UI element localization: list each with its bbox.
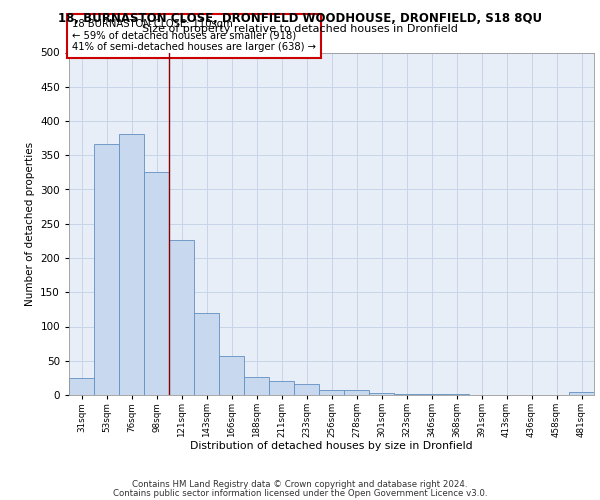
Text: Contains HM Land Registry data © Crown copyright and database right 2024.: Contains HM Land Registry data © Crown c…: [132, 480, 468, 489]
Bar: [194, 313, 219, 395]
Bar: [219, 356, 244, 395]
Bar: [394, 394, 419, 395]
Text: Size of property relative to detached houses in Dronfield: Size of property relative to detached ho…: [142, 24, 458, 34]
Bar: [94, 144, 119, 395]
Bar: [444, 394, 469, 395]
X-axis label: Distribution of detached houses by size in Dronfield: Distribution of detached houses by size …: [190, 442, 473, 452]
Text: 18, BURNASTON CLOSE, DRONFIELD WOODHOUSE, DRONFIELD, S18 8QU: 18, BURNASTON CLOSE, DRONFIELD WOODHOUSE…: [58, 12, 542, 24]
Bar: [294, 384, 319, 395]
Bar: [244, 377, 269, 395]
Bar: [344, 390, 369, 395]
Bar: [119, 134, 144, 395]
Bar: [369, 393, 394, 395]
Bar: [419, 394, 444, 395]
Bar: [269, 382, 294, 395]
Y-axis label: Number of detached properties: Number of detached properties: [25, 142, 35, 306]
Bar: [319, 390, 344, 395]
Bar: [144, 172, 169, 395]
Bar: [169, 240, 194, 395]
Text: Contains public sector information licensed under the Open Government Licence v3: Contains public sector information licen…: [113, 488, 487, 498]
Text: 18 BURNASTON CLOSE: 110sqm
← 59% of detached houses are smaller (918)
41% of sem: 18 BURNASTON CLOSE: 110sqm ← 59% of deta…: [71, 20, 316, 52]
Bar: [569, 392, 594, 395]
Bar: [69, 378, 94, 395]
